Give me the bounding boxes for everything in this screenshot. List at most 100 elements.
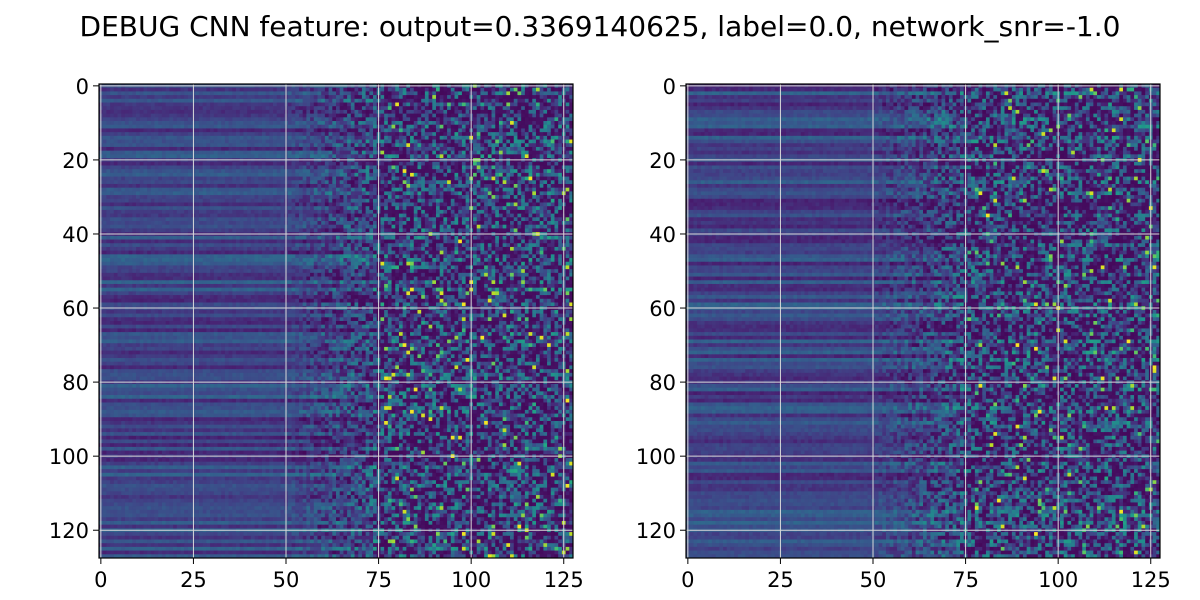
heatmap-cell xyxy=(566,217,570,221)
heatmap-cell xyxy=(173,99,177,103)
heatmap-cell xyxy=(280,210,284,214)
heatmap-cell xyxy=(484,99,488,103)
heatmap-cell xyxy=(380,114,384,118)
heatmap-cell xyxy=(392,103,396,107)
heatmap-cell xyxy=(251,214,255,218)
heatmap-cell xyxy=(188,154,192,158)
heatmap-cell xyxy=(110,169,114,173)
heatmap-cell xyxy=(329,128,333,132)
heatmap-cell xyxy=(451,151,455,155)
heatmap-cell xyxy=(447,195,451,199)
heatmap-cell xyxy=(106,140,110,144)
heatmap-cell xyxy=(477,110,481,114)
heatmap-cell xyxy=(188,95,192,99)
heatmap-cell xyxy=(155,151,159,155)
heatmap-cell xyxy=(129,140,133,144)
heatmap-cell xyxy=(206,99,210,103)
heatmap-cell xyxy=(355,147,359,151)
heatmap-cell xyxy=(136,154,140,158)
heatmap-cell xyxy=(110,114,114,118)
heatmap-cell xyxy=(517,151,521,155)
heatmap-cell xyxy=(169,88,173,92)
heatmap-cell xyxy=(506,195,510,199)
heatmap-cell xyxy=(436,154,440,158)
heatmap-cell xyxy=(373,125,377,129)
heatmap-cell xyxy=(392,121,396,125)
heatmap-cell xyxy=(421,165,425,169)
heatmap-cell xyxy=(299,110,303,114)
heatmap-cell xyxy=(232,184,236,188)
heatmap-cell xyxy=(510,136,514,140)
heatmap-cell xyxy=(566,203,570,207)
heatmap-cell xyxy=(399,173,403,177)
heatmap-cell xyxy=(558,154,562,158)
heatmap-cell xyxy=(429,147,433,151)
heatmap-cell xyxy=(536,114,540,118)
heatmap-cell xyxy=(295,125,299,129)
heatmap-cell xyxy=(388,173,392,177)
heatmap-cell xyxy=(336,225,340,229)
heatmap-cell xyxy=(125,147,129,151)
heatmap-cell xyxy=(566,184,570,188)
heatmap-cell xyxy=(351,199,355,203)
heatmap-cell xyxy=(395,188,399,192)
heatmap-cell xyxy=(410,203,414,207)
heatmap-cell xyxy=(458,128,462,132)
heatmap-cell xyxy=(355,99,359,103)
heatmap-cell xyxy=(506,114,510,118)
heatmap-cell xyxy=(288,140,292,144)
heatmap-cell xyxy=(232,195,236,199)
heatmap-cell xyxy=(177,147,181,151)
heatmap-cell xyxy=(336,191,340,195)
heatmap-cell xyxy=(506,180,510,184)
heatmap-cell xyxy=(299,225,303,229)
heatmap-cell xyxy=(151,221,155,225)
heatmap-cell xyxy=(392,136,396,140)
heatmap-cell xyxy=(499,165,503,169)
heatmap-cell xyxy=(492,177,496,181)
heatmap-cell xyxy=(421,180,425,184)
heatmap-cell xyxy=(321,225,325,229)
heatmap-cell xyxy=(484,169,488,173)
heatmap-cell xyxy=(399,103,403,107)
heatmap-cell xyxy=(240,125,244,129)
heatmap-cell xyxy=(306,106,310,110)
heatmap-cell xyxy=(366,199,370,203)
heatmap-cell xyxy=(340,173,344,177)
heatmap-cell xyxy=(188,114,192,118)
heatmap-cell xyxy=(218,180,222,184)
heatmap-cell xyxy=(317,180,321,184)
heatmap-cell xyxy=(466,191,470,195)
heatmap-cell xyxy=(162,169,166,173)
heatmap-cell xyxy=(321,188,325,192)
heatmap-cell xyxy=(232,180,236,184)
heatmap-cell xyxy=(406,132,410,136)
heatmap-cell xyxy=(247,210,251,214)
heatmap-cell xyxy=(558,91,562,95)
heatmap-cell xyxy=(129,117,133,121)
heatmap-cell xyxy=(392,95,396,99)
heatmap-cell xyxy=(347,106,351,110)
heatmap-cell xyxy=(373,180,377,184)
heatmap-cell xyxy=(466,169,470,173)
heatmap-cell xyxy=(455,162,459,166)
heatmap-cell xyxy=(347,140,351,144)
heatmap-cell xyxy=(184,173,188,177)
heatmap-cell xyxy=(110,184,114,188)
heatmap-cell xyxy=(458,225,462,229)
heatmap-cell xyxy=(399,147,403,151)
heatmap-cell xyxy=(184,206,188,210)
heatmap-cell xyxy=(343,151,347,155)
heatmap-cell xyxy=(184,121,188,125)
heatmap-cell xyxy=(295,88,299,92)
heatmap-cell xyxy=(514,210,518,214)
heatmap-cell xyxy=(380,128,384,132)
heatmap-cell xyxy=(380,191,384,195)
heatmap-cell xyxy=(169,217,173,221)
heatmap-cell xyxy=(188,88,192,92)
heatmap-cell xyxy=(529,147,533,151)
heatmap-cell xyxy=(495,214,499,218)
heatmap-cell xyxy=(229,195,233,199)
heatmap-cell xyxy=(125,225,129,229)
heatmap-cell xyxy=(543,217,547,221)
